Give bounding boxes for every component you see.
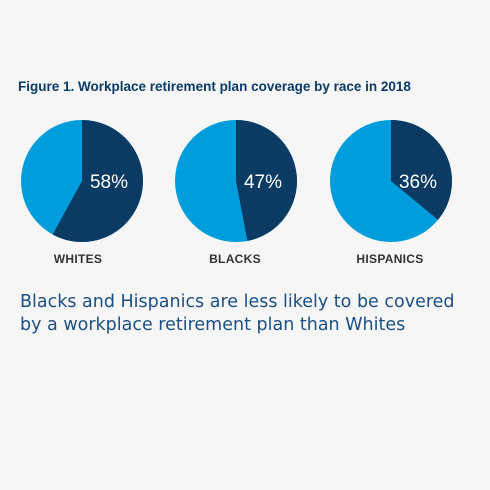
pie-whites-category-label: WHITES	[53, 252, 103, 266]
pie-hispanics-value-label: 36%	[399, 172, 437, 193]
pie-blacks-covered-slice	[236, 120, 298, 241]
pie-blacks: 47%	[175, 120, 298, 242]
pie-blacks-value-label: 47%	[244, 172, 282, 193]
pie-whites: 58%	[21, 120, 144, 243]
figure-title: Figure 1. Workplace retirement plan cove…	[18, 79, 411, 94]
pie-whites-value-label: 58%	[90, 172, 128, 193]
pie-hispanics-category-label: HISPANICS	[356, 252, 424, 266]
chart-caption: Blacks and Hispanics are less likely to …	[20, 292, 455, 335]
pie-whites-covered-slice	[52, 120, 144, 243]
pie-hispanics: 36%	[330, 120, 452, 242]
pie-blacks-category-label: BLACKS	[209, 252, 261, 266]
pie-hispanics-covered-slice	[391, 120, 452, 220]
